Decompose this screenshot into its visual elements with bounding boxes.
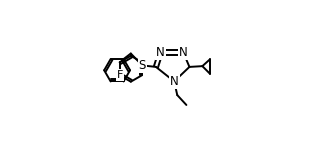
Text: N: N [156,46,165,59]
Text: S: S [139,59,146,72]
Text: F: F [117,70,123,80]
Text: N: N [170,75,178,88]
Text: N: N [179,46,188,59]
